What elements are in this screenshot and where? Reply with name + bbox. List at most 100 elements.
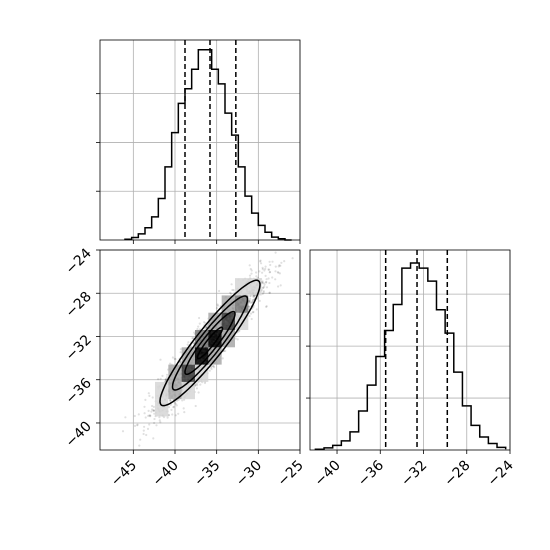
- scatter-point: [152, 437, 155, 440]
- scatter-point: [274, 278, 277, 281]
- scatter-point: [268, 271, 271, 274]
- scatter-point: [124, 416, 127, 419]
- scatter-point: [205, 326, 208, 329]
- scatter-ytick-label-0: −24: [63, 245, 95, 277]
- scatter-point: [133, 414, 136, 418]
- scatter-point: [265, 305, 268, 308]
- scatter-point: [268, 291, 271, 294]
- scatter-point: [167, 413, 171, 417]
- scatter-point: [238, 329, 241, 332]
- scatter-point: [193, 331, 196, 334]
- scatter-point: [278, 272, 281, 275]
- scatter-point: [259, 260, 262, 263]
- scatter-ytick-label-4: −40: [63, 418, 95, 450]
- scatter-point: [203, 381, 207, 385]
- histogram-panel-param2: −40 −36 −32 −28 −24: [306, 249, 517, 490]
- scatter-point: [143, 405, 146, 408]
- scatter-point: [153, 417, 156, 421]
- scatter-point: [265, 286, 269, 289]
- scatter-xtick-label-2: −35: [191, 458, 223, 490]
- scatter-point: [268, 281, 271, 285]
- scatter-point: [199, 383, 202, 386]
- scatter-point: [159, 377, 162, 380]
- scatter-ytick-label-3: −36: [63, 375, 95, 407]
- scatter-point: [151, 396, 154, 399]
- scatter-point: [264, 274, 267, 277]
- scatter-point: [262, 286, 265, 289]
- hist1-histogram-steps: [124, 49, 292, 241]
- scatter-point: [262, 290, 265, 293]
- scatter-point: [179, 348, 182, 351]
- hist2-xtick-label-1: −36: [355, 457, 387, 489]
- scatter-point: [271, 260, 274, 263]
- hist2-histogram-steps: [314, 262, 507, 450]
- scatter-point: [147, 409, 150, 412]
- scatter-point: [261, 280, 264, 283]
- scatter-point: [158, 419, 161, 422]
- scatter-point: [221, 357, 224, 360]
- scatter-point: [234, 337, 237, 340]
- scatter-point: [249, 312, 253, 315]
- scatter-point: [179, 361, 182, 365]
- scatter-point: [121, 430, 125, 433]
- scatter-point: [147, 414, 150, 417]
- scatter-point: [261, 266, 264, 269]
- density-cell: [155, 381, 169, 400]
- scatter-point: [263, 269, 266, 272]
- scatter-point: [136, 424, 139, 427]
- scatter-point: [192, 337, 195, 340]
- scatter-point: [195, 387, 198, 390]
- scatter-point: [205, 326, 208, 329]
- scatter-point: [269, 263, 272, 267]
- scatter-point: [252, 310, 255, 314]
- density-cell: [221, 330, 235, 348]
- scatter-point: [261, 292, 264, 295]
- scatter-point: [216, 304, 219, 307]
- scatter-point: [248, 300, 251, 303]
- scatter-point: [152, 405, 155, 408]
- scatter-point: [198, 316, 201, 320]
- scatter-point: [148, 423, 151, 426]
- scatter-point: [143, 425, 146, 428]
- scatter-point: [146, 427, 150, 430]
- scatter-point: [182, 407, 185, 410]
- scatter-point: [247, 301, 250, 304]
- scatter-point: [264, 267, 267, 270]
- scatter-point: [162, 416, 166, 419]
- scatter-point: [152, 409, 155, 412]
- scatter-point: [181, 399, 184, 402]
- scatter-point: [261, 271, 264, 274]
- scatter-point: [196, 382, 199, 385]
- scatter-point: [255, 271, 258, 274]
- scatter-point: [274, 251, 277, 254]
- scatter-point: [171, 356, 174, 359]
- scatter-point: [153, 421, 156, 425]
- scatter-point: [149, 415, 152, 418]
- scatter-point: [208, 369, 211, 372]
- scatter-point: [248, 305, 251, 308]
- scatter-point: [262, 281, 265, 285]
- scatter-point: [169, 399, 172, 402]
- scatter-point: [231, 288, 234, 292]
- scatter-point: [161, 374, 164, 377]
- scatter-point: [277, 271, 280, 274]
- scatter-point: [153, 409, 156, 412]
- scatter-point: [248, 274, 252, 277]
- scatter-point: [164, 378, 168, 381]
- scatter-point: [142, 429, 145, 432]
- scatter-point: [218, 289, 221, 293]
- scatter-point: [258, 270, 261, 273]
- scatter-point: [249, 267, 252, 271]
- scatter-point: [248, 299, 251, 302]
- scatter-point: [250, 272, 253, 275]
- scatter-xtick-label-4: −25: [275, 458, 307, 490]
- scatter-point: [144, 416, 147, 419]
- scatter-point: [169, 362, 172, 365]
- scatter-point: [249, 301, 252, 304]
- scatter-point: [267, 268, 270, 271]
- scatter-point: [229, 292, 233, 295]
- scatter-point: [151, 404, 154, 408]
- scatter-point: [194, 404, 197, 408]
- scatter-point: [198, 328, 201, 331]
- scatter-point: [153, 412, 156, 415]
